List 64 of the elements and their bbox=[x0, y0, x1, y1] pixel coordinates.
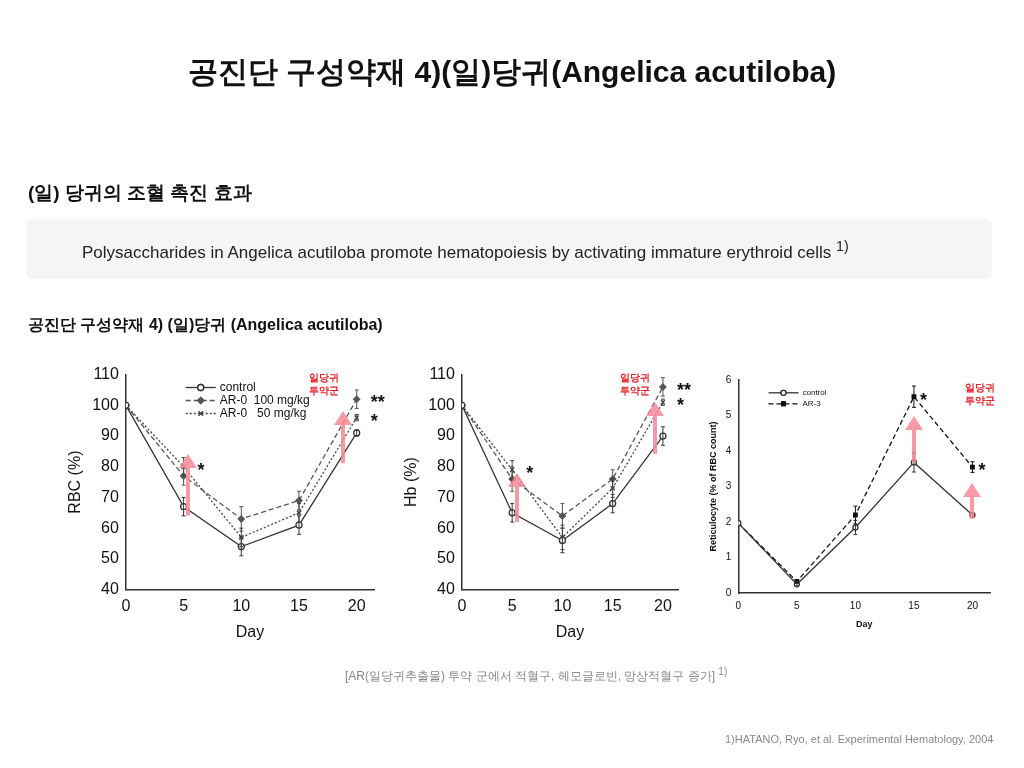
y-tick-label: 70 bbox=[437, 487, 455, 505]
annotation: * bbox=[526, 462, 534, 483]
x-tick-label: 15 bbox=[908, 599, 920, 611]
y-tick-label: 100 bbox=[92, 395, 119, 413]
text: (일) 당귀의 조혈 촉진 효과 bbox=[28, 181, 252, 205]
y-tick-label: 1 bbox=[725, 551, 732, 563]
y-tick-label: 6 bbox=[725, 373, 732, 385]
y-tick-label: 110 bbox=[93, 365, 119, 383]
y-tick-label: 40 bbox=[101, 580, 119, 598]
annotation: 일당귀 투약군 bbox=[619, 372, 650, 397]
y-tick-label: 80 bbox=[437, 457, 455, 475]
y-tick-label: 2 bbox=[725, 515, 732, 527]
legend-label: control bbox=[219, 379, 256, 394]
x-tick-label: 20 bbox=[347, 596, 366, 614]
x-axis-title: Day bbox=[235, 622, 265, 640]
annotation: 일당귀 투약군 bbox=[965, 381, 995, 406]
text: [AR(일당귀추출물) 투약 군에서 적혈구, 헤모글로빈, 망상적혈구 증가] $^{1)}$ bbox=[345, 666, 728, 685]
y-tick-label: 50 bbox=[101, 549, 119, 567]
annotation: * bbox=[978, 460, 986, 481]
x-axis-title: Day bbox=[855, 619, 873, 630]
x-tick-label: 20 bbox=[654, 596, 672, 614]
x-tick-label: 10 bbox=[553, 596, 572, 614]
y-tick-label: 60 bbox=[101, 518, 119, 536]
annotation: * bbox=[197, 459, 205, 480]
text: 공진단 구성약재 4) (일)당귀 (Angelica acutiloba) bbox=[28, 315, 383, 335]
x-tick-label: 0 bbox=[735, 599, 742, 611]
annotation: ** bbox=[370, 392, 385, 413]
y-tick-label: 70 bbox=[101, 487, 119, 505]
x-tick-label: 5 bbox=[179, 596, 189, 614]
y-axis-title: Reticulocyte (% of RBC count) bbox=[707, 421, 718, 552]
y-tick-label: 5 bbox=[725, 409, 732, 421]
text: 1)HATANO, Ryo, et al. Experimental Hematology, 2004 bbox=[725, 733, 994, 745]
y-axis-title: Hb (%) bbox=[402, 457, 420, 507]
x-tick-label: 15 bbox=[290, 596, 308, 614]
x-tick-label: 15 bbox=[603, 596, 622, 614]
text: Polysaccharides in Angelica acutiloba promote hematopoiesis by activating immature erythroid cells $^{1)}$ bbox=[82, 238, 849, 263]
annotation: * bbox=[919, 389, 927, 410]
x-tick-label: 20 bbox=[966, 599, 979, 611]
x-tick-label: 5 bbox=[794, 599, 801, 611]
legend-label: AR-0 100 mg/kg bbox=[219, 392, 310, 407]
annotation: * bbox=[676, 395, 684, 416]
x-tick-label: 10 bbox=[849, 599, 862, 611]
legend-label: control bbox=[802, 388, 827, 397]
y-tick-label: 50 bbox=[437, 549, 455, 567]
x-tick-label: 10 bbox=[232, 596, 251, 614]
x-tick-label: 0 bbox=[457, 596, 467, 614]
y-tick-label: 4 bbox=[725, 444, 732, 456]
y-tick-label: 80 bbox=[101, 457, 119, 475]
y-tick-label: 90 bbox=[101, 426, 119, 444]
annotation: 일당귀 투약군 bbox=[309, 372, 340, 397]
y-tick-label: 100 bbox=[428, 395, 455, 413]
legend-label: AR-3 bbox=[802, 399, 822, 408]
y-tick-label: 40 bbox=[437, 580, 455, 598]
x-axis-title: Day bbox=[555, 622, 585, 640]
y-tick-label: 110 bbox=[429, 365, 455, 383]
y-tick-label: 60 bbox=[437, 518, 455, 536]
text: 공진단 구성약재 4)(일)당귀(Angelica acutiloba) bbox=[186, 54, 838, 90]
y-axis-title: RBC (%) bbox=[66, 450, 84, 514]
x-tick-label: 5 bbox=[507, 596, 517, 614]
x-tick-label: 0 bbox=[121, 596, 131, 614]
y-tick-label: 0 bbox=[725, 586, 732, 598]
annotation: * bbox=[370, 410, 378, 431]
y-tick-label: 90 bbox=[437, 426, 455, 444]
y-tick-label: 3 bbox=[725, 480, 732, 492]
